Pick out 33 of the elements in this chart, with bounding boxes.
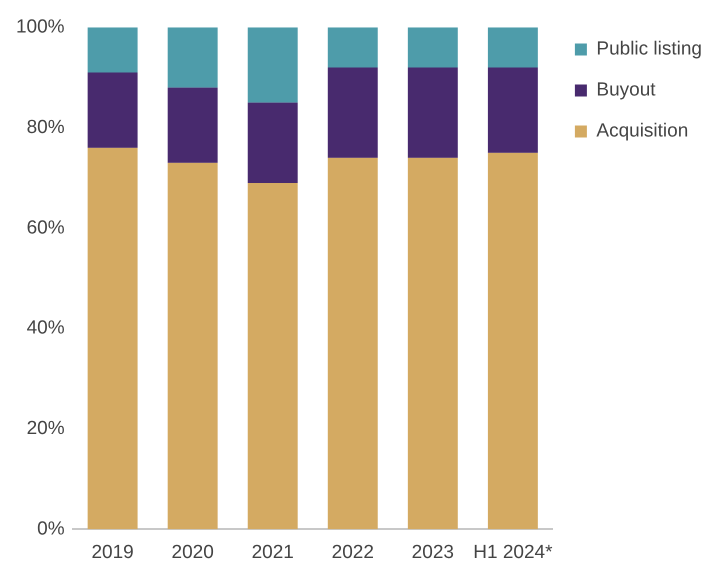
- x-tick-label: H1 2024*: [473, 542, 554, 563]
- legend-label: Public listing: [596, 38, 702, 60]
- bar: [488, 152, 538, 530]
- bar: [168, 27, 218, 88]
- bar: [168, 88, 218, 163]
- x-tick-label: 2022: [332, 542, 374, 563]
- y-tick-label: 0%: [37, 518, 65, 540]
- bar: [488, 27, 538, 68]
- bar: [168, 162, 218, 530]
- y-tick-label: 100%: [16, 16, 65, 38]
- bar: [248, 102, 298, 183]
- legend-label: Buyout: [596, 80, 656, 101]
- bar: [408, 158, 458, 530]
- bar: [488, 68, 538, 153]
- x-tick-label: 2019: [91, 542, 134, 563]
- y-tick-label: 60%: [26, 217, 65, 238]
- bar: [248, 27, 298, 103]
- bar: [328, 27, 378, 68]
- bar: [408, 27, 458, 68]
- x-tick-label: 2020: [172, 542, 214, 563]
- bar: [88, 148, 138, 530]
- y-tick-label: 40%: [26, 318, 65, 339]
- x-tick-label: 2023: [412, 542, 454, 563]
- bar: [328, 158, 378, 530]
- bar: [88, 72, 138, 148]
- bar: [88, 27, 138, 73]
- y-tick-label: 20%: [26, 418, 65, 440]
- x-tick-label: 2021: [252, 542, 294, 563]
- legend-label: Acquisition: [596, 120, 688, 142]
- bar: [408, 68, 458, 158]
- y-tick-label: 80%: [26, 116, 65, 138]
- bar: [328, 68, 378, 158]
- bar: [248, 182, 298, 530]
